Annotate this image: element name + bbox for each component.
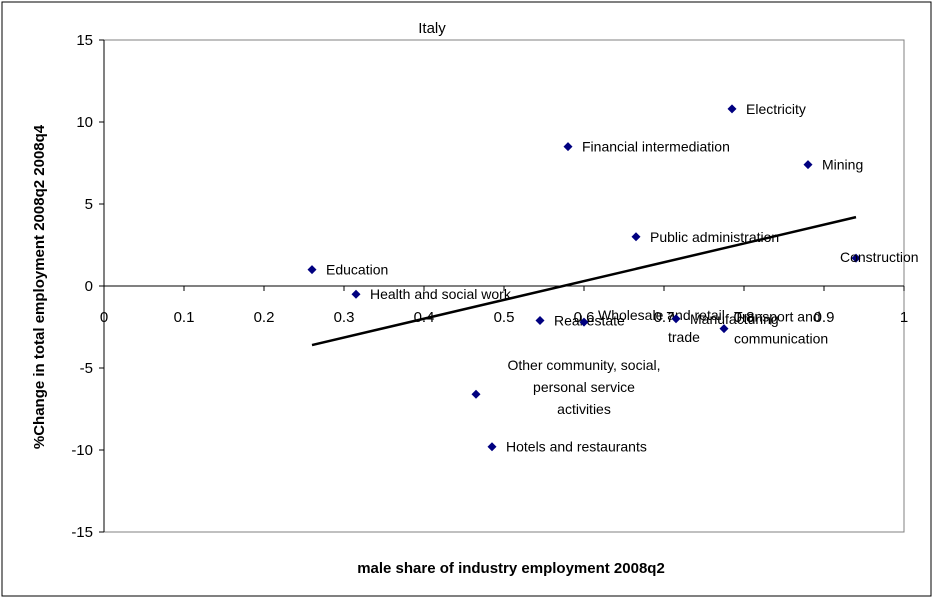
- point-label: Hotels and restaurants: [506, 439, 647, 455]
- x-tick-label: 0.9: [814, 309, 835, 326]
- point-label: Financial intermediation: [582, 139, 730, 155]
- trendline: [311, 215, 857, 347]
- x-tick-label: 0.1: [174, 309, 195, 326]
- point-label: Real estate: [554, 312, 625, 328]
- y-tick-label: 10: [76, 114, 93, 131]
- x-axis: 00.10.20.30.40.50.60.70.80.91: [100, 285, 908, 326]
- point-label: Public administration: [650, 229, 779, 245]
- x-tick-label: 0.6: [574, 309, 595, 326]
- data-point: [719, 324, 729, 334]
- x-tick-label: 0.3: [334, 309, 355, 326]
- point-label: Electricity: [746, 101, 806, 117]
- x-axis-label: male share of industry employment 2008q2: [357, 560, 665, 577]
- y-axis-label: %Change in total employment 2008q2 2008q…: [31, 124, 48, 449]
- data-point: [803, 160, 813, 170]
- point-label: Wholesale and retail trade: [598, 307, 725, 345]
- data-point: [671, 314, 681, 324]
- y-tick-label: -5: [80, 360, 93, 377]
- data-point: [471, 389, 481, 399]
- data-point: [579, 317, 589, 327]
- x-tick-label: 0: [100, 309, 108, 326]
- data-points: Electricity Financial intermediation Minin…: [307, 101, 919, 455]
- x-tick-label: 0.5: [494, 309, 515, 326]
- y-tick-label: 15: [76, 32, 93, 49]
- point-label: Other community, social, personal service…: [507, 357, 660, 417]
- y-tick-label: 0: [85, 278, 93, 295]
- point-label: Transport and communication: [734, 309, 828, 347]
- x-tick-label: 1: [900, 309, 908, 326]
- trendline-group: [311, 215, 857, 347]
- data-point: [535, 315, 545, 325]
- y-tick-label: 5: [85, 196, 93, 213]
- point-label: Education: [326, 262, 388, 278]
- data-point: [727, 104, 737, 114]
- y-tick-label: -15: [71, 524, 93, 541]
- data-point: [351, 289, 361, 299]
- point-label: Manufacturing: [690, 311, 779, 327]
- data-point: [487, 442, 497, 452]
- data-point: [631, 232, 641, 242]
- point-label: Health and social work: [370, 286, 512, 302]
- x-tick-label: 0.8: [734, 309, 755, 326]
- data-point: [851, 253, 861, 263]
- x-tick-label: 0.2: [254, 309, 275, 326]
- point-label: Mining: [822, 157, 863, 173]
- data-point: [307, 265, 317, 275]
- y-tick-label: -10: [71, 442, 93, 459]
- chart-title: Italy: [418, 20, 446, 37]
- data-point: [563, 142, 573, 152]
- point-label: Construction: [840, 249, 919, 265]
- x-tick-label: 0.7: [654, 309, 675, 326]
